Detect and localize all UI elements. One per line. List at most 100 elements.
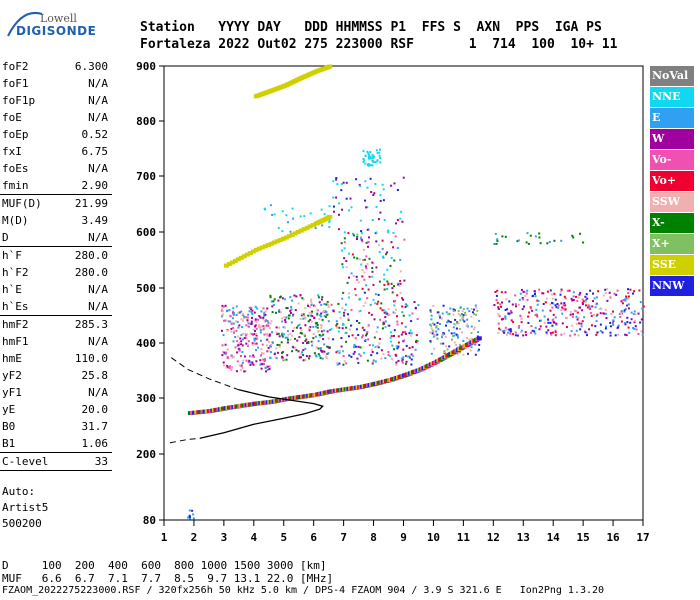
echo-point bbox=[341, 263, 344, 266]
echo-point bbox=[400, 333, 403, 336]
param-row: yE 20.0 bbox=[0, 401, 112, 418]
echo-point bbox=[624, 298, 627, 301]
echo-point bbox=[263, 314, 266, 317]
profile-dashed-bottom bbox=[169, 437, 200, 444]
echo-point bbox=[379, 211, 382, 214]
echo-point bbox=[627, 292, 630, 295]
param-value: N/A bbox=[88, 94, 108, 107]
param-group-clevel: C-level 33 bbox=[0, 453, 112, 470]
echo-point bbox=[345, 362, 348, 365]
echo-point bbox=[251, 361, 254, 363]
echo-point bbox=[348, 328, 351, 331]
echo-point bbox=[531, 309, 534, 312]
echo-point bbox=[510, 311, 513, 314]
param-value: 2.90 bbox=[81, 179, 109, 192]
echo-point bbox=[454, 318, 457, 321]
echo-point bbox=[347, 335, 350, 338]
echo-point bbox=[470, 337, 473, 340]
echo-point bbox=[605, 325, 607, 328]
echo-point bbox=[245, 333, 248, 336]
echo-point bbox=[453, 341, 456, 344]
echo-point bbox=[410, 353, 413, 356]
echo-point bbox=[287, 333, 290, 336]
echo-point bbox=[545, 297, 548, 300]
legend-item: SSE bbox=[650, 255, 694, 275]
echo-point bbox=[314, 305, 317, 308]
param-group-muf: MUF(D) 21.99 M(D) 3.49 D N/A bbox=[0, 195, 112, 246]
echo-point bbox=[374, 293, 377, 296]
echo-point bbox=[269, 204, 272, 207]
echo-point bbox=[435, 325, 438, 328]
echo-point bbox=[401, 305, 404, 308]
echo-point bbox=[559, 290, 562, 293]
echo-point bbox=[308, 355, 311, 358]
echo-point bbox=[628, 331, 631, 334]
echo-point bbox=[267, 323, 269, 326]
echo-point bbox=[430, 314, 433, 317]
echo-point bbox=[393, 329, 396, 332]
f2-upper-trace-point bbox=[298, 228, 304, 233]
echo-point bbox=[357, 345, 360, 348]
echo-point bbox=[317, 347, 320, 350]
echo-point bbox=[225, 366, 228, 369]
echo-point bbox=[356, 235, 359, 238]
f2-upper-trace-point bbox=[274, 239, 280, 244]
echo-point bbox=[289, 312, 292, 314]
echo-point bbox=[572, 313, 574, 316]
f2-upper-trace-point bbox=[271, 240, 277, 245]
echo-point bbox=[642, 305, 645, 308]
echo-point bbox=[498, 327, 501, 330]
echo-point bbox=[262, 358, 265, 361]
echo-point bbox=[316, 324, 319, 326]
echo-point bbox=[547, 318, 550, 321]
param-row: foF1p N/A bbox=[0, 92, 112, 109]
echo-point bbox=[509, 309, 512, 312]
echo-point bbox=[358, 183, 361, 186]
legend: NoVal NNE E W Vo- Vo+ SSW X- X+ SSE NNW bbox=[650, 66, 694, 297]
echo-point bbox=[284, 336, 287, 339]
x-tick-label: 1 bbox=[161, 531, 168, 544]
echo-point bbox=[414, 307, 417, 310]
echo-point bbox=[366, 297, 369, 300]
echo-point bbox=[576, 318, 579, 321]
echo-point bbox=[222, 334, 225, 337]
echo-point bbox=[430, 327, 433, 330]
echo-point bbox=[365, 284, 368, 287]
echo-point bbox=[372, 155, 375, 158]
echo-point bbox=[262, 316, 265, 319]
echo-point bbox=[612, 322, 614, 324]
y-tick-label: 900 bbox=[136, 60, 156, 73]
echo-point bbox=[366, 359, 369, 362]
echo-point bbox=[249, 308, 252, 311]
echo-point bbox=[320, 315, 323, 318]
echo-point bbox=[268, 365, 271, 368]
echo-point bbox=[255, 349, 257, 352]
echo-point bbox=[359, 185, 362, 188]
param-row: fxI 6.75 bbox=[0, 143, 112, 160]
echo-point bbox=[382, 321, 385, 324]
echo-point bbox=[232, 340, 235, 343]
echo-point bbox=[455, 333, 458, 336]
echo-point bbox=[354, 345, 357, 348]
echo-point bbox=[387, 351, 390, 353]
echo-point bbox=[404, 362, 407, 365]
echo-point bbox=[571, 299, 574, 302]
echo-point bbox=[271, 331, 274, 334]
echo-point bbox=[578, 293, 581, 296]
echo-point bbox=[536, 299, 539, 302]
echo-point bbox=[350, 355, 353, 358]
echo-point bbox=[572, 291, 575, 294]
echo-point bbox=[628, 303, 630, 306]
echo-point bbox=[461, 310, 464, 313]
profile-dashed-curve bbox=[169, 356, 269, 398]
echo-point bbox=[584, 295, 587, 298]
echo-point bbox=[247, 343, 250, 346]
param-row: h`F 280.0 bbox=[0, 247, 112, 264]
echo-point bbox=[624, 299, 627, 302]
echo-point bbox=[563, 332, 566, 335]
param-name: D bbox=[2, 231, 9, 244]
legend-item: SSW bbox=[650, 192, 694, 212]
f2-upper-trace-point bbox=[223, 263, 229, 268]
echo-point bbox=[470, 346, 473, 349]
echo-point bbox=[394, 235, 397, 238]
